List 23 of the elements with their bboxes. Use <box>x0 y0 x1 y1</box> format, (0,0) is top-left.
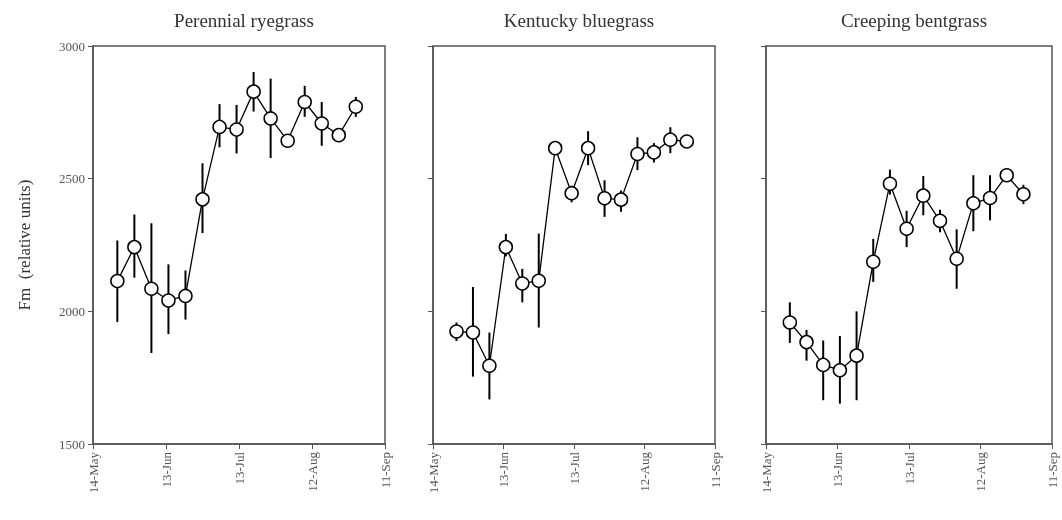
x-tick-label: 12-Aug <box>973 451 988 492</box>
y-axis-title: Fm (relative units) <box>15 179 34 311</box>
chart-title: Creeping bentgrass <box>840 10 988 31</box>
x-tick-label: 13-Jun <box>158 451 174 488</box>
y-tick-label: 2000 <box>59 303 85 319</box>
x-tick-label: 13-Jul <box>566 451 582 485</box>
chart-title: Perennial ryegrass <box>174 10 314 31</box>
x-tick-label: 14-May <box>425 451 441 494</box>
x-tick-label: 11-Sep <box>707 452 723 489</box>
x-tick-label: 11-Sep <box>1044 452 1060 489</box>
x-tick-label: 11-Sep <box>377 452 393 489</box>
x-tick-label: 12-Aug <box>637 451 652 492</box>
y-tick-label: 3000 <box>59 38 85 54</box>
x-tick-label: 14-May <box>85 451 101 494</box>
x-tick-label: 13-Jun <box>830 451 845 488</box>
y-tick-label: 1500 <box>59 436 85 452</box>
x-tick-label: 14-May <box>758 451 774 494</box>
chart-title: Kentucky bluegrass <box>503 10 655 31</box>
x-tick-label: 13-Jun <box>496 451 511 488</box>
x-tick-label: 13-Jul <box>231 451 247 485</box>
x-tick-label: 13-Jul <box>901 451 917 485</box>
x-tick-label: 12-Aug <box>304 451 320 492</box>
y-tick-label: 2500 <box>59 171 85 187</box>
